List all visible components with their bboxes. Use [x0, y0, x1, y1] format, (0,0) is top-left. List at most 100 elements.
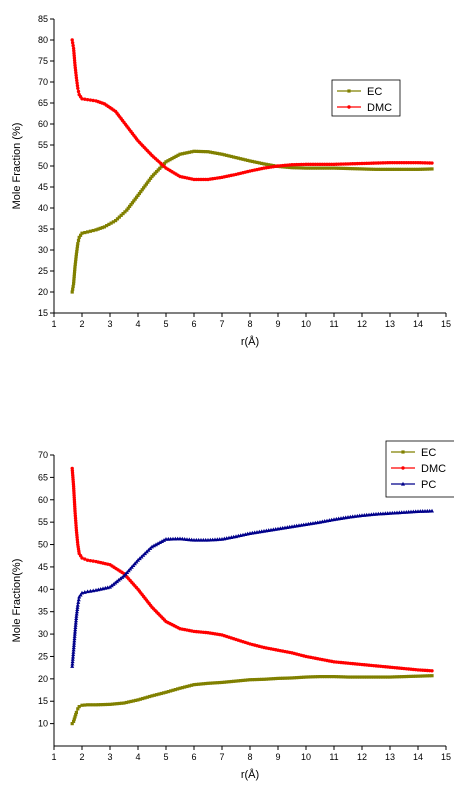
data-point: [269, 163, 273, 167]
x-tick-label: 7: [219, 752, 224, 762]
data-point: [257, 161, 261, 165]
data-point: [129, 699, 133, 704]
data-point: [72, 719, 76, 723]
data-point: [362, 675, 366, 679]
x-tick-label: 15: [441, 319, 451, 329]
data-point: [76, 242, 80, 246]
data-point: [76, 597, 81, 602]
data-point: [77, 549, 81, 553]
data-point: [274, 676, 278, 681]
data-point: [301, 522, 306, 527]
data-point: [70, 657, 75, 661]
data-point: [395, 167, 399, 171]
data-point: [189, 537, 194, 542]
data-point: [213, 681, 217, 685]
data-point: [217, 632, 222, 637]
data-point: [155, 693, 159, 697]
data-point: [159, 691, 163, 696]
x-tick-label: 1: [51, 319, 56, 329]
data-point: [318, 166, 322, 170]
data-point: [262, 162, 266, 166]
data-point: [71, 647, 76, 652]
data-point: [204, 681, 208, 686]
data-point: [355, 167, 359, 171]
data-point: [302, 166, 306, 170]
data-point: [386, 167, 390, 171]
data-point: [172, 155, 176, 160]
data-point: [71, 643, 76, 647]
y-tick-label: 40: [38, 584, 48, 594]
y-tick-label: 80: [38, 35, 48, 45]
data-point: [416, 674, 420, 678]
data-point: [135, 195, 139, 199]
data-point: [344, 166, 348, 171]
data-point: [295, 676, 299, 680]
legend-swatch-marker: [401, 450, 405, 454]
data-point: [201, 682, 205, 686]
data-point: [260, 161, 264, 166]
data-point: [148, 546, 153, 551]
data-point: [139, 190, 143, 194]
y-tick-label: 55: [38, 517, 48, 527]
data-point: [204, 150, 208, 154]
data-point: [232, 155, 236, 159]
data-point: [372, 675, 376, 679]
data-point: [271, 677, 275, 681]
data-point: [369, 675, 373, 679]
data-point: [413, 667, 418, 672]
data-point: [157, 692, 161, 696]
data-point: [147, 178, 151, 182]
y-tick-label: 20: [38, 674, 48, 684]
x-tick-label: 11: [329, 319, 338, 329]
data-point: [322, 162, 327, 167]
data-point: [369, 167, 373, 171]
data-point: [136, 698, 140, 702]
data-point: [148, 603, 153, 608]
data-point: [85, 558, 90, 562]
data-point: [176, 625, 180, 630]
y-tick-label: 45: [38, 182, 48, 192]
data-point: [136, 193, 140, 197]
data-point: [315, 657, 320, 661]
data-point: [77, 594, 82, 599]
data-point: [344, 675, 348, 679]
data-point: [73, 267, 77, 271]
data-point: [400, 675, 404, 679]
data-point: [229, 679, 233, 684]
legend-label: EC: [367, 86, 382, 98]
data-point: [155, 170, 159, 174]
data-point: [83, 557, 87, 561]
data-point: [287, 650, 292, 655]
data-point: [78, 95, 83, 99]
data-point: [73, 260, 78, 264]
data-point: [337, 166, 341, 170]
data-point: [372, 167, 376, 171]
data-point: [158, 166, 162, 170]
data-point: [393, 675, 397, 679]
data-point: [388, 167, 392, 171]
data-point: [273, 164, 278, 169]
x-tick-label: 10: [301, 319, 311, 329]
y-tick-label: 45: [38, 562, 48, 572]
data-point: [311, 675, 315, 679]
data-point: [196, 177, 201, 182]
data-point: [74, 613, 79, 618]
data-point: [112, 108, 116, 112]
data-point: [259, 529, 264, 534]
y-tick-label: 15: [38, 308, 48, 318]
data-point: [393, 167, 397, 171]
data-point: [76, 238, 81, 243]
data-point: [72, 717, 76, 721]
x-tick-label: 14: [413, 319, 423, 329]
data-point: [269, 677, 273, 681]
data-point: [143, 184, 147, 188]
data-point: [105, 224, 109, 228]
data-point: [176, 153, 180, 157]
data-point: [313, 162, 318, 167]
data-point: [117, 215, 121, 219]
data-point: [423, 167, 427, 171]
data-point: [225, 680, 229, 684]
data-point: [406, 160, 411, 165]
data-point: [74, 713, 78, 717]
data-point: [75, 540, 80, 544]
